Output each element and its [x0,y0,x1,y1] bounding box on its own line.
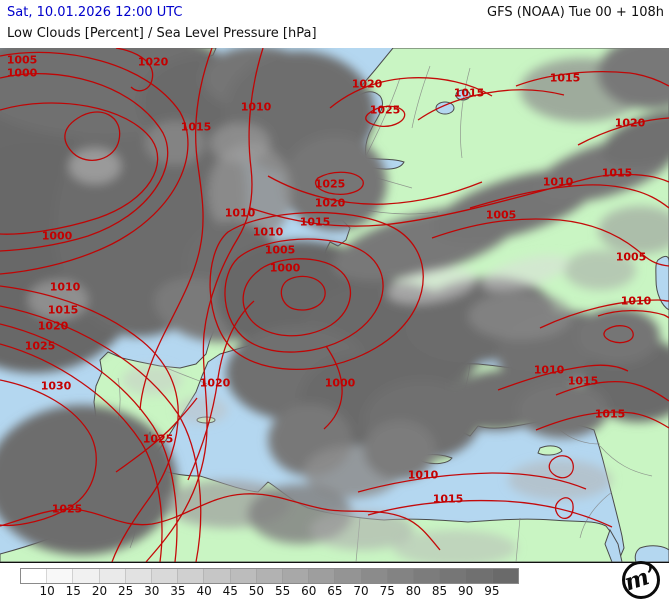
legend-segment [335,569,362,583]
map-svg [0,48,669,562]
legend-segment [283,569,310,583]
legend-tick-label: 50 [248,584,265,598]
legend-tick-label: 30 [144,584,160,598]
legend-segment [466,569,493,583]
legend-tick-label: 55 [274,584,291,598]
legend-segment [73,569,100,583]
legend-segment [309,569,336,583]
legend-tick-label: 60 [301,584,317,598]
legend-segment [230,569,257,583]
legend-segment [99,569,126,583]
map-title: Low Clouds [Percent] / Sea Level Pressur… [7,26,317,41]
legend-segment [256,569,284,583]
cloud-layer [0,48,669,562]
map-datetime: Sat, 10.01.2026 12:00 UTC [7,5,183,20]
legend-tick-label: 65 [327,584,343,598]
legend-segment [492,569,518,583]
brand-logo-glyph: m’ [620,560,660,596]
legend-segment [178,569,205,583]
legend-bar [20,568,519,584]
legend-tick-label: 35 [170,584,186,598]
legend-tick-label: 45 [222,584,238,598]
isobar-layer [0,48,669,562]
legend-segment [440,569,467,583]
legend-tick-label: 40 [196,584,212,598]
header: Sat, 10.01.2026 12:00 UTC GFS (NOAA) Tue… [0,0,669,48]
legend: 10 15 20 25 30 35 40 45 50 55 60 65 70 75 80 85 90 95 [0,563,669,600]
legend-tick-label: 10 [39,584,55,598]
weather-map-image: 1005 1000 1020 1015 1010 1000 1010 1015 1020 1025… [0,48,669,563]
legend-tick-label: 95 [484,584,500,598]
legend-tick-label: 75 [379,584,395,598]
legend-segment [204,569,231,583]
legend-tick-label: 85 [431,584,448,598]
legend-segment [125,569,153,583]
legend-segment [387,569,415,583]
legend-tick-label: 15 [65,584,81,598]
legend-tick-label: 80 [405,584,421,598]
legend-segment [414,569,441,583]
model-run-label: GFS (NOAA) Tue 00 + 108h [487,5,664,20]
brand-logo: m’ [620,560,660,599]
legend-segment [361,569,388,583]
legend-segment [47,569,74,583]
legend-tick-label: 25 [117,584,134,598]
legend-tick-label: 70 [353,584,369,598]
legend-segment [152,569,179,583]
legend-segment [21,569,48,583]
legend-tick-label: 90 [458,584,474,598]
legend-tick-label: 20 [91,584,108,598]
